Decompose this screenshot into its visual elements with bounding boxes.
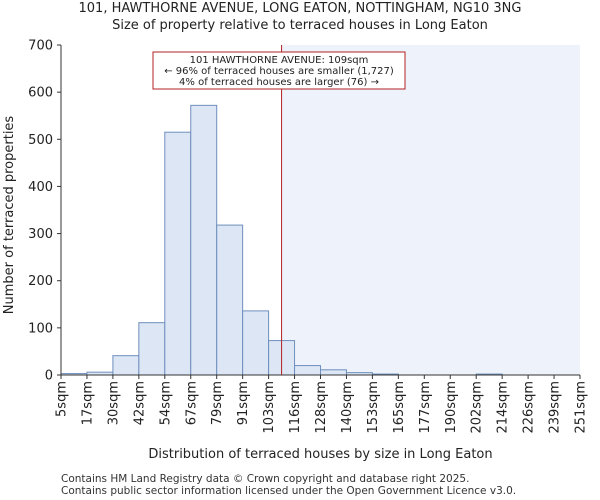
x-tick-label: 54sqm (158, 381, 173, 425)
annotation-line-3: 4% of terraced houses are larger (76) → (179, 77, 379, 88)
x-tick-label: 153sqm (366, 381, 381, 434)
x-tick-label: 5sqm (55, 381, 70, 417)
x-tick-label: 67sqm (184, 381, 199, 425)
annotation-line-2: ← 96% of terraced houses are smaller (1,… (164, 66, 394, 77)
y-tick-label: 500 (28, 133, 53, 148)
chart-title: 101, HAWTHORNE AVENUE, LONG EATON, NOTTI… (78, 1, 522, 16)
x-tick-label: 30sqm (106, 381, 121, 425)
histogram-bar (242, 310, 270, 376)
histogram-bar (138, 322, 166, 376)
x-tick-label: 190sqm (444, 381, 459, 434)
x-tick-label: 226sqm (522, 381, 537, 434)
histogram-bar (190, 104, 218, 376)
y-axis-label: Number of terraced properties (2, 116, 17, 315)
x-tick-label: 116sqm (288, 381, 303, 434)
y-tick-label: 400 (28, 180, 53, 195)
annotation-box (152, 51, 406, 90)
histogram-bar (294, 365, 321, 376)
y-tick-label: 100 (28, 321, 53, 336)
chart-subtitle: Size of property relative to terraced ho… (112, 18, 488, 33)
x-tick-label: 17sqm (80, 381, 95, 425)
histogram-bar (112, 355, 140, 376)
x-tick-label: 128sqm (314, 381, 329, 434)
y-tick-label: 0 (45, 369, 53, 384)
x-tick-label: 91sqm (236, 381, 251, 425)
x-tick-label: 177sqm (418, 381, 433, 434)
y-tick-label: 600 (28, 86, 53, 101)
footer-licence: Contains public sector information licen… (61, 485, 517, 497)
x-tick-label: 79sqm (210, 381, 225, 425)
x-axis-label: Distribution of terraced houses by size … (148, 447, 492, 462)
histogram-bar (164, 131, 192, 376)
x-tick-label: 239sqm (548, 381, 563, 434)
footer-copyright: Contains HM Land Registry data © Crown c… (61, 473, 470, 485)
x-tick-label: 103sqm (262, 381, 277, 434)
y-tick-label: 200 (28, 274, 53, 289)
x-tick-label: 251sqm (574, 381, 589, 434)
x-tick-label: 214sqm (496, 381, 511, 434)
histogram-bar (320, 369, 347, 376)
x-tick-label: 140sqm (340, 381, 355, 434)
histogram-bar (216, 224, 244, 376)
x-tick-label: 42sqm (132, 381, 147, 425)
y-tick-label: 300 (28, 227, 53, 242)
larger-region-shade (281, 45, 580, 375)
x-tick-label: 165sqm (392, 381, 407, 434)
y-tick-label: 700 (28, 39, 53, 54)
annotation-line-1: 101 HAWTHORNE AVENUE: 109sqm (190, 55, 369, 66)
x-tick-label: 202sqm (470, 381, 485, 434)
